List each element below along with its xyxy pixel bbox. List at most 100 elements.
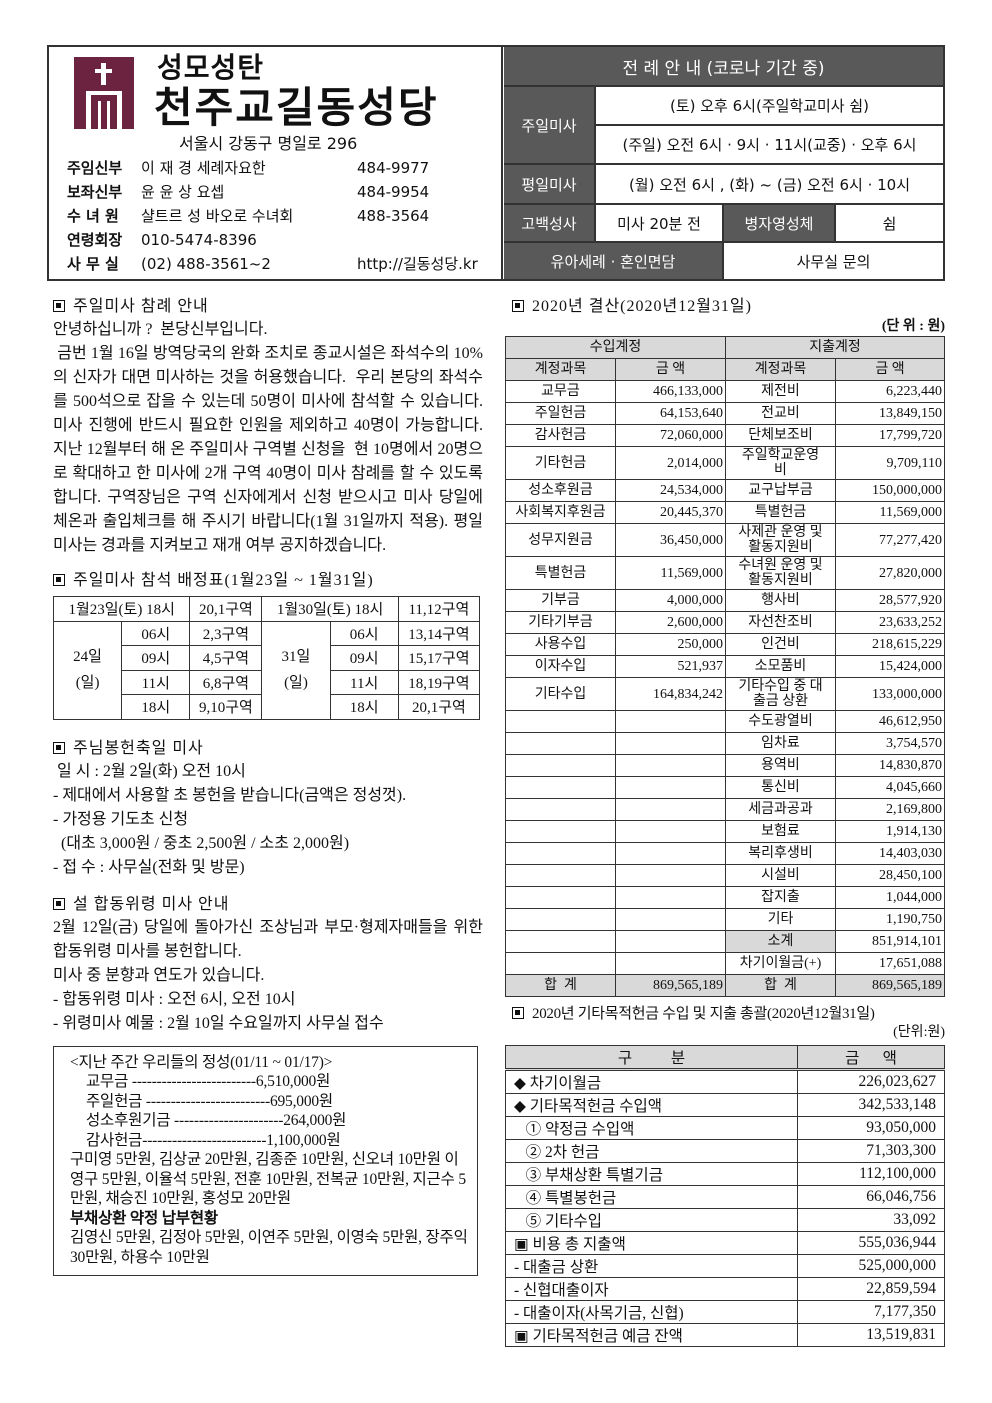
expense-amount: 77,277,420 (835, 523, 945, 557)
income-amount: 11,569,000 (615, 556, 726, 590)
staff-phone: 484-9954 (357, 183, 430, 201)
expense-item: 시설비 (725, 864, 836, 887)
income-amount: 24,534,000 (615, 479, 726, 502)
budget-row: 기타수입 164,834,242 기타수입 중 대출금 상환 133,000,000 (505, 677, 945, 711)
fund-amount: 66,046,756 (797, 1185, 945, 1209)
fund-amount: 342,533,148 (797, 1093, 945, 1117)
liturgy-title: 전 례 안 내 (코로나 기간 중) (504, 47, 945, 87)
expense-amount: 28,450,100 (835, 864, 945, 887)
sick-communion: 쉼 (836, 205, 945, 243)
fund-amount: 7,177,350 (797, 1300, 945, 1324)
expense-amount: 133,000,000 (835, 677, 945, 711)
expense-item: 수도광열비 (725, 710, 836, 733)
special-fund-unit: (단위:원) (893, 1025, 945, 1040)
expense-amount: 17,799,720 (835, 424, 945, 447)
budget-row: 성무지원금 36,450,000 사제관 운영 및 활동지원비 77,277,420 (505, 523, 945, 557)
notice-body: 2월 12일(금) 당일에 돌아가신 조상님과 부모·형제자매들을 위한 합동위… (53, 918, 483, 1032)
expense-item: 수녀원 운영 및 활동지원비 (725, 556, 836, 590)
budget-row: 기타 1,190,750 (505, 908, 945, 931)
expense-amount: 218,615,229 (835, 633, 945, 656)
budget-row: 통신비 4,045,660 (505, 776, 945, 799)
staff-name: 샬트르 성 바오로 수녀회 (141, 207, 294, 225)
expense-amount: 14,403,030 (835, 842, 945, 865)
mass-time: 09시 (121, 645, 191, 671)
income-amount: 36,450,000 (615, 523, 726, 557)
baptism-label: 유아세례 · 혼인면담 (504, 243, 724, 279)
fund-row: ① 약정금 수입액 93,050,000 (505, 1116, 945, 1140)
staff-name: 010-5474-8396 (141, 231, 257, 249)
fund-item: ⑤ 기타수입 (505, 1208, 798, 1232)
expense-amount: 11,569,000 (835, 501, 945, 524)
fund-row: ◆ 차기이월금 226,023,627 (505, 1069, 945, 1094)
income-amount: 2,600,000 (615, 611, 726, 634)
expense-amount: 28,577,920 (835, 589, 945, 612)
mass-time: 18시 (121, 694, 191, 720)
zone: 15,17구역 (397, 645, 481, 671)
income-item: 감사헌금 (505, 424, 616, 447)
staff-role: 연령회장 (67, 231, 123, 249)
mass-time: 18시 (329, 694, 399, 720)
staff-role: 보좌신부 (67, 183, 123, 201)
fund-row: - 대출금 상환 525,000,000 (505, 1254, 945, 1278)
expense-item: 통신비 (725, 776, 836, 799)
budget-row: 기타기부금 2,600,000 자선찬조비 23,633,252 (505, 611, 945, 634)
seating-row: 24일 (일) 06시 2,3구역 31일 (일) 06시 13,14구역 (52, 620, 481, 720)
zone: 2,3구역 (189, 620, 263, 646)
income-item: 성무지원금 (505, 523, 616, 557)
mass-time: 11시 (329, 669, 399, 695)
budget-row: 기타헌금 2,014,000 주일학교운영비 9,709,110 (505, 446, 945, 480)
liturgy-guide: 전 례 안 내 (코로나 기간 중) 주일미사 (토) 오후 6시(주일학교미사… (504, 47, 945, 279)
zone: 18,19구역 (397, 669, 481, 695)
notice-title: 설 합동위령 미사 안내 (53, 894, 483, 916)
offering-line: 교무금 -------------------------6,510,000원 (86, 1073, 331, 1090)
fund-item: ▣ 비용 총 지출액 (505, 1231, 798, 1255)
budget-row: 사용수입 250,000 인건비 218,615,229 (505, 633, 945, 656)
zone: 4,5구역 (189, 645, 263, 671)
expense-item: 특별헌금 (725, 501, 836, 524)
square-bullet-icon (53, 574, 65, 586)
left-column: 주일미사 참례 안내 안녕하십니까 ? 본당신부입니다. 금번 1월 16일 방… (52, 296, 483, 1276)
staff-row: 사 무 실 (02) 488-3561~2 http://길동성당.kr (67, 255, 478, 273)
expense-amount: 3,754,570 (835, 732, 945, 755)
offering-line: 성소후원기금 ----------------------264,000원 (86, 1112, 347, 1129)
square-bullet-icon (53, 741, 65, 754)
day-cell: 24일 (일) (52, 620, 123, 720)
expense-item: 용역비 (725, 754, 836, 777)
expense-item: 보험료 (725, 820, 836, 843)
fund-item: ① 약정금 수입액 (505, 1116, 798, 1140)
income-amount: 466,133,000 (615, 380, 726, 403)
expense-amount: 46,612,950 (835, 710, 945, 733)
zone: 6,8구역 (189, 669, 263, 695)
expense-amount: 4,045,660 (835, 776, 945, 799)
church-logo-icon (74, 57, 134, 129)
fund-amount: 13,519,831 (797, 1323, 945, 1347)
zone: 20,1구역 (397, 694, 481, 720)
seating-title: 주일미사 참석 배정표(1월23일 ~ 1월31일) (53, 570, 483, 592)
staff-row: 보좌신부 윤 윤 상 요셉 484-9954 (67, 183, 429, 201)
budget-row: 수도광열비 46,612,950 (505, 710, 945, 733)
fund-row: ▣ 비용 총 지출액 555,036,944 (505, 1231, 945, 1255)
expense-amount: 2,169,800 (835, 798, 945, 821)
square-bullet-icon (512, 1007, 524, 1019)
expense-amount: 6,223,440 (835, 380, 945, 403)
notice-title: 주일미사 참례 안내 (53, 296, 483, 318)
income-amount: 20,445,370 (615, 501, 726, 524)
seating-row: 11시 6,8구역 11시 18,19구역 (54, 669, 481, 695)
fund-row: ③ 부채상환 특별기금 112,100,000 (505, 1162, 945, 1186)
budget-unit: (단 위 : 원) (881, 319, 945, 334)
expense-item: 행사비 (725, 589, 836, 612)
fund-row: ▣ 기타목적헌금 예금 잔액 13,519,831 (505, 1323, 945, 1347)
expense-item: 단체보조비 (725, 424, 836, 447)
staff-role: 수 녀 원 (67, 207, 119, 225)
income-amount: 2,014,000 (615, 446, 726, 480)
sick-communion-label: 병자영성체 (724, 205, 836, 243)
expense-item: 복리후생비 (725, 842, 836, 865)
income-amount: 164,834,242 (615, 677, 726, 711)
budget-table: 수입계정 지출계정 계정과목 금 액 계정과목 금 액 교무금 466,133,000 제전… (505, 336, 945, 997)
sunday-mass-sat: (토) 오후 6시(주일학교미사 쉼) (596, 87, 945, 126)
confession-time: 미사 20분 전 (596, 205, 724, 243)
fund-item: ② 2차 헌금 (505, 1139, 798, 1163)
expense-item: 잡지출 (725, 886, 836, 909)
sunday-mass-sun: (주일) 오전 6시 · 9시 · 11시(교중) · 오후 6시 (596, 126, 945, 165)
